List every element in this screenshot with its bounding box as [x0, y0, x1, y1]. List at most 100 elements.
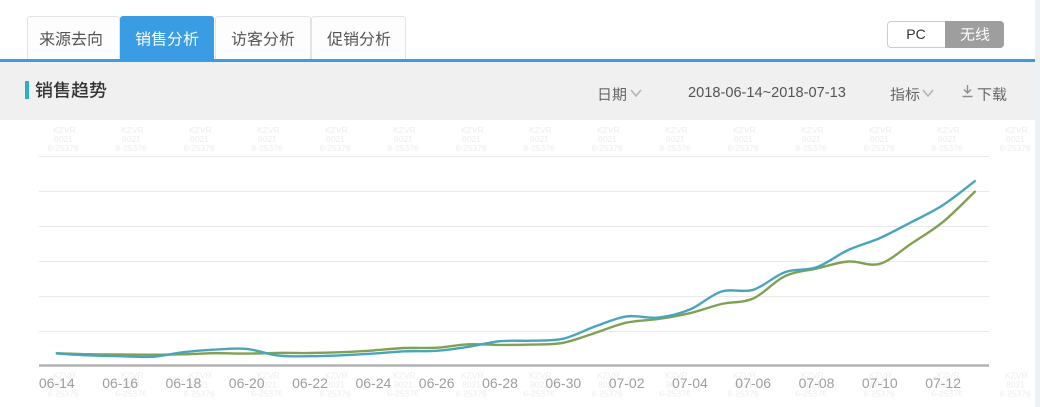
svg-text:6-25376: 6-25376 [524, 389, 555, 399]
svg-text:8021: 8021 [870, 134, 889, 144]
svg-text:KZVR: KZVR [257, 371, 280, 381]
svg-text:KZVR: KZVR [257, 125, 280, 135]
svg-text:6-25376: 6-25376 [524, 143, 555, 153]
svg-text:KZVR: KZVR [869, 125, 892, 135]
svg-text:06-26: 06-26 [419, 375, 455, 391]
svg-text:KZVR: KZVR [325, 371, 348, 381]
svg-text:6-25376: 6-25376 [1000, 143, 1031, 153]
svg-text:6-25376: 6-25376 [48, 389, 79, 399]
svg-text:6-25376: 6-25376 [456, 389, 487, 399]
svg-text:07-06: 07-06 [735, 375, 771, 391]
svg-text:6-25376: 6-25376 [728, 389, 759, 399]
svg-text:KZVR: KZVR [869, 371, 892, 381]
svg-text:8021: 8021 [530, 134, 549, 144]
svg-text:8021: 8021 [394, 380, 413, 390]
svg-text:6-25376: 6-25376 [320, 143, 351, 153]
svg-text:KZVR: KZVR [801, 125, 824, 135]
svg-text:KZVR: KZVR [937, 371, 960, 381]
svg-text:KZVR: KZVR [1005, 371, 1028, 381]
svg-text:8021: 8021 [326, 380, 345, 390]
svg-text:6-25376: 6-25376 [796, 389, 827, 399]
svg-text:6-25376: 6-25376 [932, 143, 963, 153]
svg-text:KZVR: KZVR [461, 371, 484, 381]
svg-text:KZVR: KZVR [53, 125, 76, 135]
svg-text:KZVR: KZVR [665, 371, 688, 381]
svg-text:8021: 8021 [462, 380, 481, 390]
svg-text:KZVR: KZVR [733, 371, 756, 381]
svg-text:8021: 8021 [666, 380, 685, 390]
svg-text:8021: 8021 [530, 380, 549, 390]
svg-text:6-25376: 6-25376 [456, 143, 487, 153]
svg-text:8021: 8021 [122, 134, 141, 144]
svg-text:6-25376: 6-25376 [388, 389, 419, 399]
svg-text:8021: 8021 [938, 134, 957, 144]
svg-text:06-24: 06-24 [355, 375, 391, 391]
svg-text:8021: 8021 [938, 380, 957, 390]
svg-text:8021: 8021 [598, 380, 617, 390]
svg-text:6-25376: 6-25376 [728, 143, 759, 153]
svg-text:KZVR: KZVR [121, 371, 144, 381]
svg-text:8021: 8021 [598, 134, 617, 144]
svg-text:KZVR: KZVR [801, 371, 824, 381]
svg-text:07-08: 07-08 [799, 375, 835, 391]
svg-text:8021: 8021 [394, 134, 413, 144]
svg-text:8021: 8021 [54, 380, 73, 390]
svg-text:06-18: 06-18 [165, 375, 201, 391]
svg-text:6-25376: 6-25376 [796, 143, 827, 153]
svg-text:KZVR: KZVR [325, 125, 348, 135]
svg-text:6-25376: 6-25376 [252, 389, 283, 399]
svg-text:KZVR: KZVR [597, 371, 620, 381]
svg-text:KZVR: KZVR [529, 125, 552, 135]
svg-text:KZVR: KZVR [733, 125, 756, 135]
svg-text:8021: 8021 [326, 134, 345, 144]
svg-text:6-25376: 6-25376 [1000, 389, 1031, 399]
svg-text:KZVR: KZVR [121, 125, 144, 135]
svg-text:KZVR: KZVR [53, 371, 76, 381]
svg-text:6-25376: 6-25376 [184, 143, 215, 153]
svg-text:8021: 8021 [802, 134, 821, 144]
svg-text:8021: 8021 [870, 380, 889, 390]
svg-text:6-25376: 6-25376 [116, 389, 147, 399]
svg-text:6-25376: 6-25376 [660, 389, 691, 399]
svg-text:6-25376: 6-25376 [864, 389, 895, 399]
svg-text:07-04: 07-04 [672, 375, 708, 391]
svg-text:KZVR: KZVR [529, 371, 552, 381]
svg-text:07-02: 07-02 [609, 375, 645, 391]
svg-text:6-25376: 6-25376 [592, 143, 623, 153]
svg-text:8021: 8021 [666, 134, 685, 144]
svg-text:6-25376: 6-25376 [932, 389, 963, 399]
svg-text:8021: 8021 [190, 134, 209, 144]
svg-text:6-25376: 6-25376 [48, 143, 79, 153]
svg-text:06-14: 06-14 [39, 375, 75, 391]
svg-text:07-10: 07-10 [862, 375, 898, 391]
svg-text:06-28: 06-28 [482, 375, 518, 391]
svg-text:07-12: 07-12 [925, 375, 961, 391]
svg-text:KZVR: KZVR [1005, 125, 1028, 135]
svg-text:6-25376: 6-25376 [252, 143, 283, 153]
svg-text:6-25376: 6-25376 [184, 389, 215, 399]
svg-text:8021: 8021 [462, 134, 481, 144]
svg-text:8021: 8021 [802, 380, 821, 390]
svg-text:06-16: 06-16 [102, 375, 138, 391]
svg-text:6-25376: 6-25376 [592, 389, 623, 399]
svg-text:8021: 8021 [54, 134, 73, 144]
svg-text:8021: 8021 [1006, 380, 1025, 390]
svg-text:6-25376: 6-25376 [864, 143, 895, 153]
svg-text:6-25376: 6-25376 [388, 143, 419, 153]
svg-text:KZVR: KZVR [393, 125, 416, 135]
svg-text:8021: 8021 [734, 134, 753, 144]
svg-text:8021: 8021 [258, 134, 277, 144]
svg-text:6-25376: 6-25376 [116, 143, 147, 153]
svg-text:8021: 8021 [1006, 134, 1025, 144]
svg-text:8021: 8021 [258, 380, 277, 390]
svg-text:KZVR: KZVR [665, 125, 688, 135]
svg-text:6-25376: 6-25376 [660, 143, 691, 153]
svg-text:KZVR: KZVR [189, 125, 212, 135]
svg-text:8021: 8021 [190, 380, 209, 390]
svg-text:06-22: 06-22 [292, 375, 328, 391]
svg-text:KZVR: KZVR [937, 125, 960, 135]
svg-text:06-20: 06-20 [229, 375, 265, 391]
svg-text:KZVR: KZVR [189, 371, 212, 381]
svg-text:8021: 8021 [734, 380, 753, 390]
svg-text:KZVR: KZVR [393, 371, 416, 381]
